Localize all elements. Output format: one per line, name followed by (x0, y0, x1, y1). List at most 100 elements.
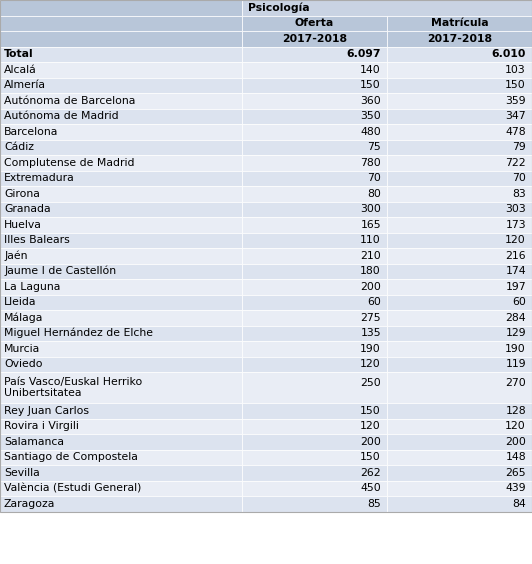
Text: 180: 180 (360, 266, 381, 276)
Text: 197: 197 (505, 282, 526, 292)
Bar (387, 325, 532, 341)
Bar (387, 31, 532, 46)
Bar (387, 170, 532, 186)
Text: 450: 450 (360, 483, 381, 494)
Bar (242, 294, 387, 310)
Bar (0, 108, 242, 124)
Text: 722: 722 (505, 158, 526, 168)
Text: 120: 120 (505, 421, 526, 431)
Text: 2017-2018: 2017-2018 (427, 34, 492, 44)
Text: Salamanca: Salamanca (4, 437, 64, 447)
Bar (0, 356, 242, 372)
Bar (242, 31, 387, 46)
Bar (242, 155, 387, 170)
Text: 200: 200 (360, 282, 381, 292)
Bar (387, 186, 532, 201)
Bar (387, 418, 532, 434)
Bar (387, 465, 532, 481)
Bar (242, 232, 387, 248)
Text: 135: 135 (360, 328, 381, 338)
Bar (242, 248, 387, 263)
Text: 80: 80 (367, 189, 381, 199)
Bar (0, 465, 242, 481)
Text: 200: 200 (505, 437, 526, 447)
Text: 6.097: 6.097 (346, 49, 381, 59)
Text: Oferta: Oferta (295, 18, 334, 28)
Bar (0, 31, 242, 46)
Bar (387, 139, 532, 155)
Bar (242, 325, 387, 341)
Bar (242, 450, 387, 465)
Text: Matrícula: Matrícula (431, 18, 488, 28)
Bar (0, 403, 242, 418)
Bar (0, 279, 242, 294)
Text: Psicología: Psicología (248, 2, 310, 13)
Text: 480: 480 (360, 127, 381, 136)
Text: 190: 190 (505, 343, 526, 354)
Text: 60: 60 (512, 297, 526, 307)
Text: La Laguna: La Laguna (4, 282, 60, 292)
Bar (0, 62, 242, 77)
Text: Autónoma de Madrid: Autónoma de Madrid (4, 111, 119, 121)
Bar (242, 372, 387, 403)
Text: 129: 129 (505, 328, 526, 338)
Bar (387, 434, 532, 450)
Text: Rovira i Virgili: Rovira i Virgili (4, 421, 79, 431)
Text: 60: 60 (367, 297, 381, 307)
Bar (387, 496, 532, 512)
Text: 165: 165 (360, 220, 381, 230)
Text: 150: 150 (360, 406, 381, 416)
Bar (387, 248, 532, 263)
Bar (387, 108, 532, 124)
Text: Total: Total (4, 49, 34, 59)
Bar (0, 93, 242, 108)
Text: 6.010: 6.010 (492, 49, 526, 59)
Text: 210: 210 (360, 251, 381, 261)
Bar (387, 341, 532, 356)
Text: Huelva: Huelva (4, 220, 42, 230)
Bar (0, 496, 242, 512)
Bar (0, 155, 242, 170)
Text: 478: 478 (505, 127, 526, 136)
Text: 119: 119 (505, 359, 526, 369)
Bar (0, 77, 242, 93)
Bar (387, 279, 532, 294)
Bar (387, 93, 532, 108)
Text: 79: 79 (512, 142, 526, 152)
Text: Almería: Almería (4, 80, 46, 90)
Text: Barcelona: Barcelona (4, 127, 59, 136)
Bar (0, 341, 242, 356)
Bar (387, 155, 532, 170)
Bar (387, 310, 532, 325)
Text: 190: 190 (360, 343, 381, 354)
Text: 250: 250 (360, 377, 381, 387)
Bar (0, 418, 242, 434)
Bar (0, 310, 242, 325)
Bar (387, 232, 532, 248)
Bar (387, 263, 532, 279)
Bar (0, 372, 242, 403)
Text: Sevilla: Sevilla (4, 468, 40, 478)
Bar (387, 403, 532, 418)
Text: 2017-2018: 2017-2018 (282, 34, 347, 44)
Bar (242, 0, 532, 15)
Bar (0, 201, 242, 217)
Text: Illes Balears: Illes Balears (4, 235, 70, 245)
Text: Alcalá: Alcalá (4, 65, 37, 75)
Text: Jaén: Jaén (4, 250, 28, 261)
Bar (242, 403, 387, 418)
Bar (0, 15, 242, 31)
Bar (0, 46, 242, 62)
Bar (242, 124, 387, 139)
Text: 103: 103 (505, 65, 526, 75)
Bar (0, 325, 242, 341)
Text: 150: 150 (360, 80, 381, 90)
Text: Complutense de Madrid: Complutense de Madrid (4, 158, 135, 168)
Text: Cádiz: Cádiz (4, 142, 34, 152)
Text: Lleida: Lleida (4, 297, 37, 307)
Text: Santiago de Compostela: Santiago de Compostela (4, 452, 138, 462)
Text: 150: 150 (360, 452, 381, 462)
Bar (0, 139, 242, 155)
Text: 173: 173 (505, 220, 526, 230)
Bar (242, 139, 387, 155)
